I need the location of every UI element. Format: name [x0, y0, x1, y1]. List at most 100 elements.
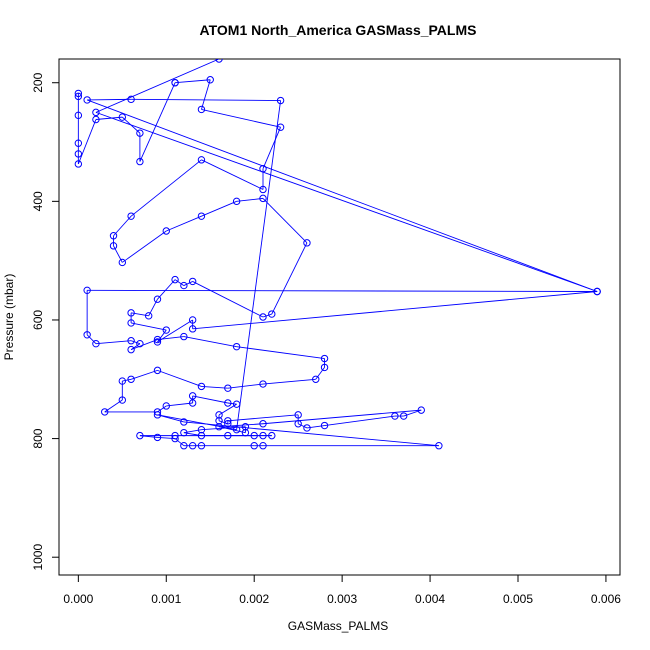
- data-point: [188, 277, 197, 286]
- data-point: [118, 113, 127, 121]
- series-segment: [262, 378, 316, 385]
- data-point: [224, 420, 232, 428]
- y-tick-label: 400: [31, 191, 45, 211]
- series-segment: [236, 346, 325, 359]
- data-point: [197, 156, 206, 164]
- data-point: [259, 380, 267, 388]
- data-point: [224, 384, 232, 392]
- x-tick-label: 0.003: [327, 592, 357, 606]
- series-segment: [130, 339, 158, 351]
- data-point: [118, 396, 127, 404]
- y-tick-label: 1000: [31, 544, 45, 571]
- series-segment: [131, 322, 167, 331]
- series-segment: [236, 100, 282, 430]
- data-point: [136, 431, 144, 440]
- series-segment: [174, 279, 185, 286]
- data-point: [320, 421, 329, 430]
- data-point: [83, 286, 91, 295]
- data-point: [153, 408, 162, 416]
- series-segment: [157, 279, 176, 300]
- data-point: [197, 431, 206, 440]
- x-axis-label: GASMass_PALMS: [288, 619, 388, 633]
- data-point: [74, 89, 83, 98]
- data-point: [241, 423, 250, 431]
- data-point: [232, 425, 241, 434]
- series-segment: [130, 159, 202, 217]
- data-point: [320, 354, 329, 363]
- series-segment: [227, 414, 299, 422]
- data-point: [127, 319, 135, 327]
- series-segment: [175, 79, 211, 84]
- series-segment: [218, 426, 246, 434]
- y-tick-label: 800: [31, 428, 45, 448]
- data-point: [224, 417, 232, 425]
- series-segment: [192, 291, 598, 330]
- data-point: [593, 287, 601, 296]
- data-point: [74, 150, 83, 158]
- data-point: [83, 96, 91, 104]
- data-point: [259, 185, 267, 194]
- series-segment: [192, 281, 264, 318]
- series-segment: [236, 197, 264, 202]
- data-point: [276, 96, 285, 105]
- data-point: [250, 442, 258, 450]
- data-point: [101, 408, 109, 416]
- data-point: [74, 92, 83, 101]
- data-point: [92, 339, 100, 348]
- series-segment: [95, 340, 132, 345]
- data-point: [92, 115, 100, 124]
- data-point: [312, 375, 320, 383]
- x-tick-label: 0.001: [151, 592, 181, 606]
- series-segment: [183, 421, 439, 447]
- data-point: [162, 227, 170, 235]
- series-segment: [122, 230, 167, 263]
- series-segment: [201, 200, 237, 217]
- data-point: [136, 339, 144, 348]
- data-point: [171, 79, 179, 87]
- series-segment: [130, 369, 158, 380]
- data-point: [153, 338, 162, 346]
- data-point: [215, 59, 223, 63]
- data-point: [259, 420, 267, 428]
- data-point: [127, 212, 135, 220]
- data-point: [303, 239, 311, 247]
- y-tick-label: 600: [31, 310, 45, 330]
- data-point: [197, 442, 206, 450]
- series-segment: [95, 59, 220, 113]
- data-point: [74, 160, 83, 168]
- series-segment: [157, 414, 237, 431]
- data-point: [320, 363, 329, 372]
- data-point: [188, 325, 197, 333]
- data-point: [153, 411, 162, 419]
- series-segment: [87, 98, 132, 101]
- data-point: [109, 232, 118, 240]
- data-point: [127, 375, 135, 383]
- series-segment: [86, 99, 598, 292]
- data-point: [259, 165, 267, 173]
- series-segment: [201, 108, 281, 128]
- data-point: [197, 105, 206, 114]
- data-point: [153, 366, 162, 375]
- series-segment: [87, 289, 598, 292]
- data-point: [136, 129, 144, 137]
- data-point: [232, 197, 241, 206]
- series-segment: [201, 385, 228, 389]
- series-segment: [95, 111, 598, 292]
- x-tick-label: 0.002: [239, 592, 269, 606]
- series-segment: [130, 340, 141, 345]
- data-point: [294, 411, 302, 419]
- data-point: [259, 194, 267, 203]
- series-segment: [157, 405, 167, 413]
- data-point: [180, 332, 188, 341]
- data-point: [268, 431, 276, 440]
- y-axis-label: Pressure (mbar): [2, 274, 16, 361]
- data-point: [180, 442, 188, 450]
- data-point: [268, 310, 276, 318]
- x-tick-label: 0.000: [63, 592, 93, 606]
- data-point: [171, 431, 179, 440]
- series-segment: [192, 395, 228, 404]
- x-axis: 0.000 0.001 0.002 0.003 0.004 0.005 0.006: [63, 574, 621, 606]
- data-point: [109, 242, 118, 250]
- series-segment: [86, 334, 97, 345]
- data-point: [74, 139, 83, 147]
